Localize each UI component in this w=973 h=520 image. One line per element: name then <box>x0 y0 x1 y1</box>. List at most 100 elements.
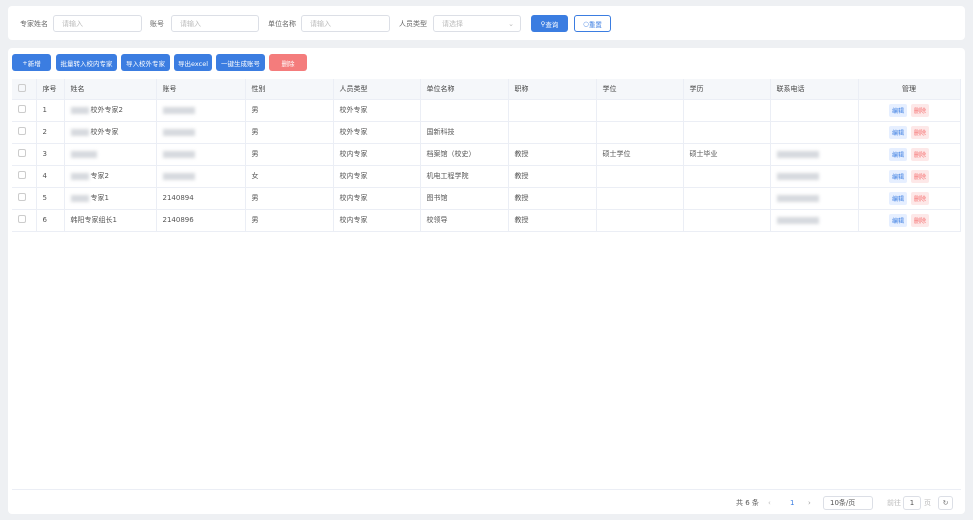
cell: 6 <box>36 209 65 232</box>
select[interactable]: 请选择 ⌄ <box>433 15 521 32</box>
cell-text: 6 <box>42 216 47 224</box>
cell-text: 2140896 <box>162 216 194 224</box>
header-cell: 学历 <box>683 79 771 100</box>
header-cell: 账号 <box>156 79 246 100</box>
cell-text: 校领导 <box>426 216 448 224</box>
delete-link[interactable]: 删除 <box>911 213 930 227</box>
cell-text: 教授 <box>514 150 529 158</box>
cell-text: 2140894 <box>162 194 194 202</box>
blurred-text <box>162 150 195 158</box>
text-input[interactable]: 请输入 <box>171 15 259 32</box>
icon: ⚲ <box>540 19 546 28</box>
text-input[interactable]: 请输入 <box>301 15 390 32</box>
cell: 男 <box>245 99 334 122</box>
toolbar-button[interactable]: 导出excel <box>174 54 212 71</box>
next-page[interactable]: › <box>808 499 811 507</box>
placeholder: 请输入 <box>310 19 331 28</box>
edit-link[interactable]: 编辑 <box>888 147 907 161</box>
delete-link[interactable]: 删除 <box>911 169 930 183</box>
toolbar-button[interactable]: + 新增 <box>12 54 51 71</box>
cell-text: 男 <box>251 128 259 136</box>
button-text: 删除 <box>281 59 295 68</box>
cell: 5 <box>36 187 65 210</box>
cell <box>12 209 37 232</box>
page-size-select[interactable]: 10条/页 <box>823 496 873 510</box>
checkbox[interactable] <box>18 215 26 223</box>
cell: 编辑 删除 <box>858 99 961 122</box>
delete-link[interactable]: 删除 <box>911 147 930 161</box>
total: 共 6 条 <box>736 499 759 507</box>
goto-input[interactable]: 1 <box>903 496 921 510</box>
cell-text: 韩阳专家组长1 <box>70 216 117 224</box>
cell: 男 <box>245 143 334 166</box>
cell-text: 专家2 <box>90 172 109 180</box>
search-button[interactable]: ○ 重置 <box>574 15 611 32</box>
blurred-text <box>162 106 195 114</box>
search-button[interactable]: ⚲ 查询 <box>531 15 568 32</box>
prev-page[interactable]: ‹ <box>768 499 771 507</box>
edit-link[interactable]: 编辑 <box>888 125 907 139</box>
table-row: 4 专家2 女 校内专家 机电工程学院 教授 编辑 删除 <box>12 165 961 188</box>
checkbox[interactable] <box>18 149 26 157</box>
table-row: 1 校外专家2 男 校外专家 编辑 删除 <box>12 99 961 122</box>
toolbar-button[interactable]: 导入校外专家 <box>121 54 170 71</box>
header-cell: 单位名称 <box>420 79 509 100</box>
cell <box>683 187 771 210</box>
button-text: 一键生成账号 <box>221 59 260 68</box>
blurred-text <box>776 172 819 180</box>
blurred-text <box>70 150 97 158</box>
cell: 男 <box>245 121 334 144</box>
cell-text: 校外专家2 <box>90 106 123 114</box>
toolbar-button[interactable]: 一键生成账号 <box>216 54 265 71</box>
refresh-button[interactable]: ↻ <box>938 496 953 510</box>
cell: 图书馆 <box>420 187 509 210</box>
button-text: 批量转入校内专家 <box>60 59 113 68</box>
cell <box>12 187 37 210</box>
header-cell: 管理 <box>858 79 961 100</box>
cell-text: 校内专家 <box>339 172 368 180</box>
placeholder: 请输入 <box>62 19 83 28</box>
cell: 硕士毕业 <box>683 143 771 166</box>
button-text: 导出excel <box>178 59 208 68</box>
cell: 1 <box>36 99 65 122</box>
checkbox[interactable] <box>18 83 26 92</box>
cell-text: 专家1 <box>90 194 109 202</box>
edit-link[interactable]: 编辑 <box>888 213 907 227</box>
table-row: 5 专家1 2140894 男 校内专家 图书馆 教授 编辑 删除 <box>12 187 961 210</box>
cell: 档案馆（校史） <box>420 143 509 166</box>
cell <box>596 187 684 210</box>
cell <box>683 121 771 144</box>
blurred-text <box>776 194 819 202</box>
table-row: 2 校外专家 男 校外专家 国新科技 编辑 删除 <box>12 121 961 144</box>
cell-text: 5 <box>42 194 47 202</box>
cell-text: 国新科技 <box>426 128 455 136</box>
delete-link[interactable]: 删除 <box>911 191 930 205</box>
checkbox[interactable] <box>18 105 26 113</box>
cell: 校领导 <box>420 209 509 232</box>
icon: ○ <box>583 19 589 28</box>
text-input[interactable]: 请输入 <box>53 15 142 32</box>
delete-link[interactable]: 删除 <box>911 125 930 139</box>
divider <box>12 489 961 490</box>
toolbar-button[interactable]: 批量转入校内专家 <box>56 54 117 71</box>
current-page[interactable]: 1 <box>790 499 795 507</box>
header-cell: 学位 <box>596 79 684 100</box>
edit-link[interactable]: 编辑 <box>888 103 907 117</box>
cell: 男 <box>245 187 334 210</box>
cell-text: 1 <box>42 106 47 114</box>
cell: 专家2 <box>64 165 157 188</box>
table-row: 3 男 校内专家 档案馆（校史） 教授 硕士学位 硕士毕业 编辑 删除 <box>12 143 961 166</box>
checkbox[interactable] <box>18 171 26 179</box>
checkbox[interactable] <box>18 193 26 201</box>
cell: 教授 <box>508 209 597 232</box>
delete-link[interactable]: 删除 <box>911 103 930 117</box>
checkbox[interactable] <box>18 127 26 135</box>
cell: 国新科技 <box>420 121 509 144</box>
cell <box>156 121 246 144</box>
field-label: 人员类型 <box>399 19 427 28</box>
toolbar-button[interactable]: 删除 <box>269 54 307 71</box>
button-text: 导入校外专家 <box>126 59 165 68</box>
edit-link[interactable]: 编辑 <box>888 169 907 183</box>
edit-link[interactable]: 编辑 <box>888 191 907 205</box>
cell-text: 校内专家 <box>339 150 368 158</box>
